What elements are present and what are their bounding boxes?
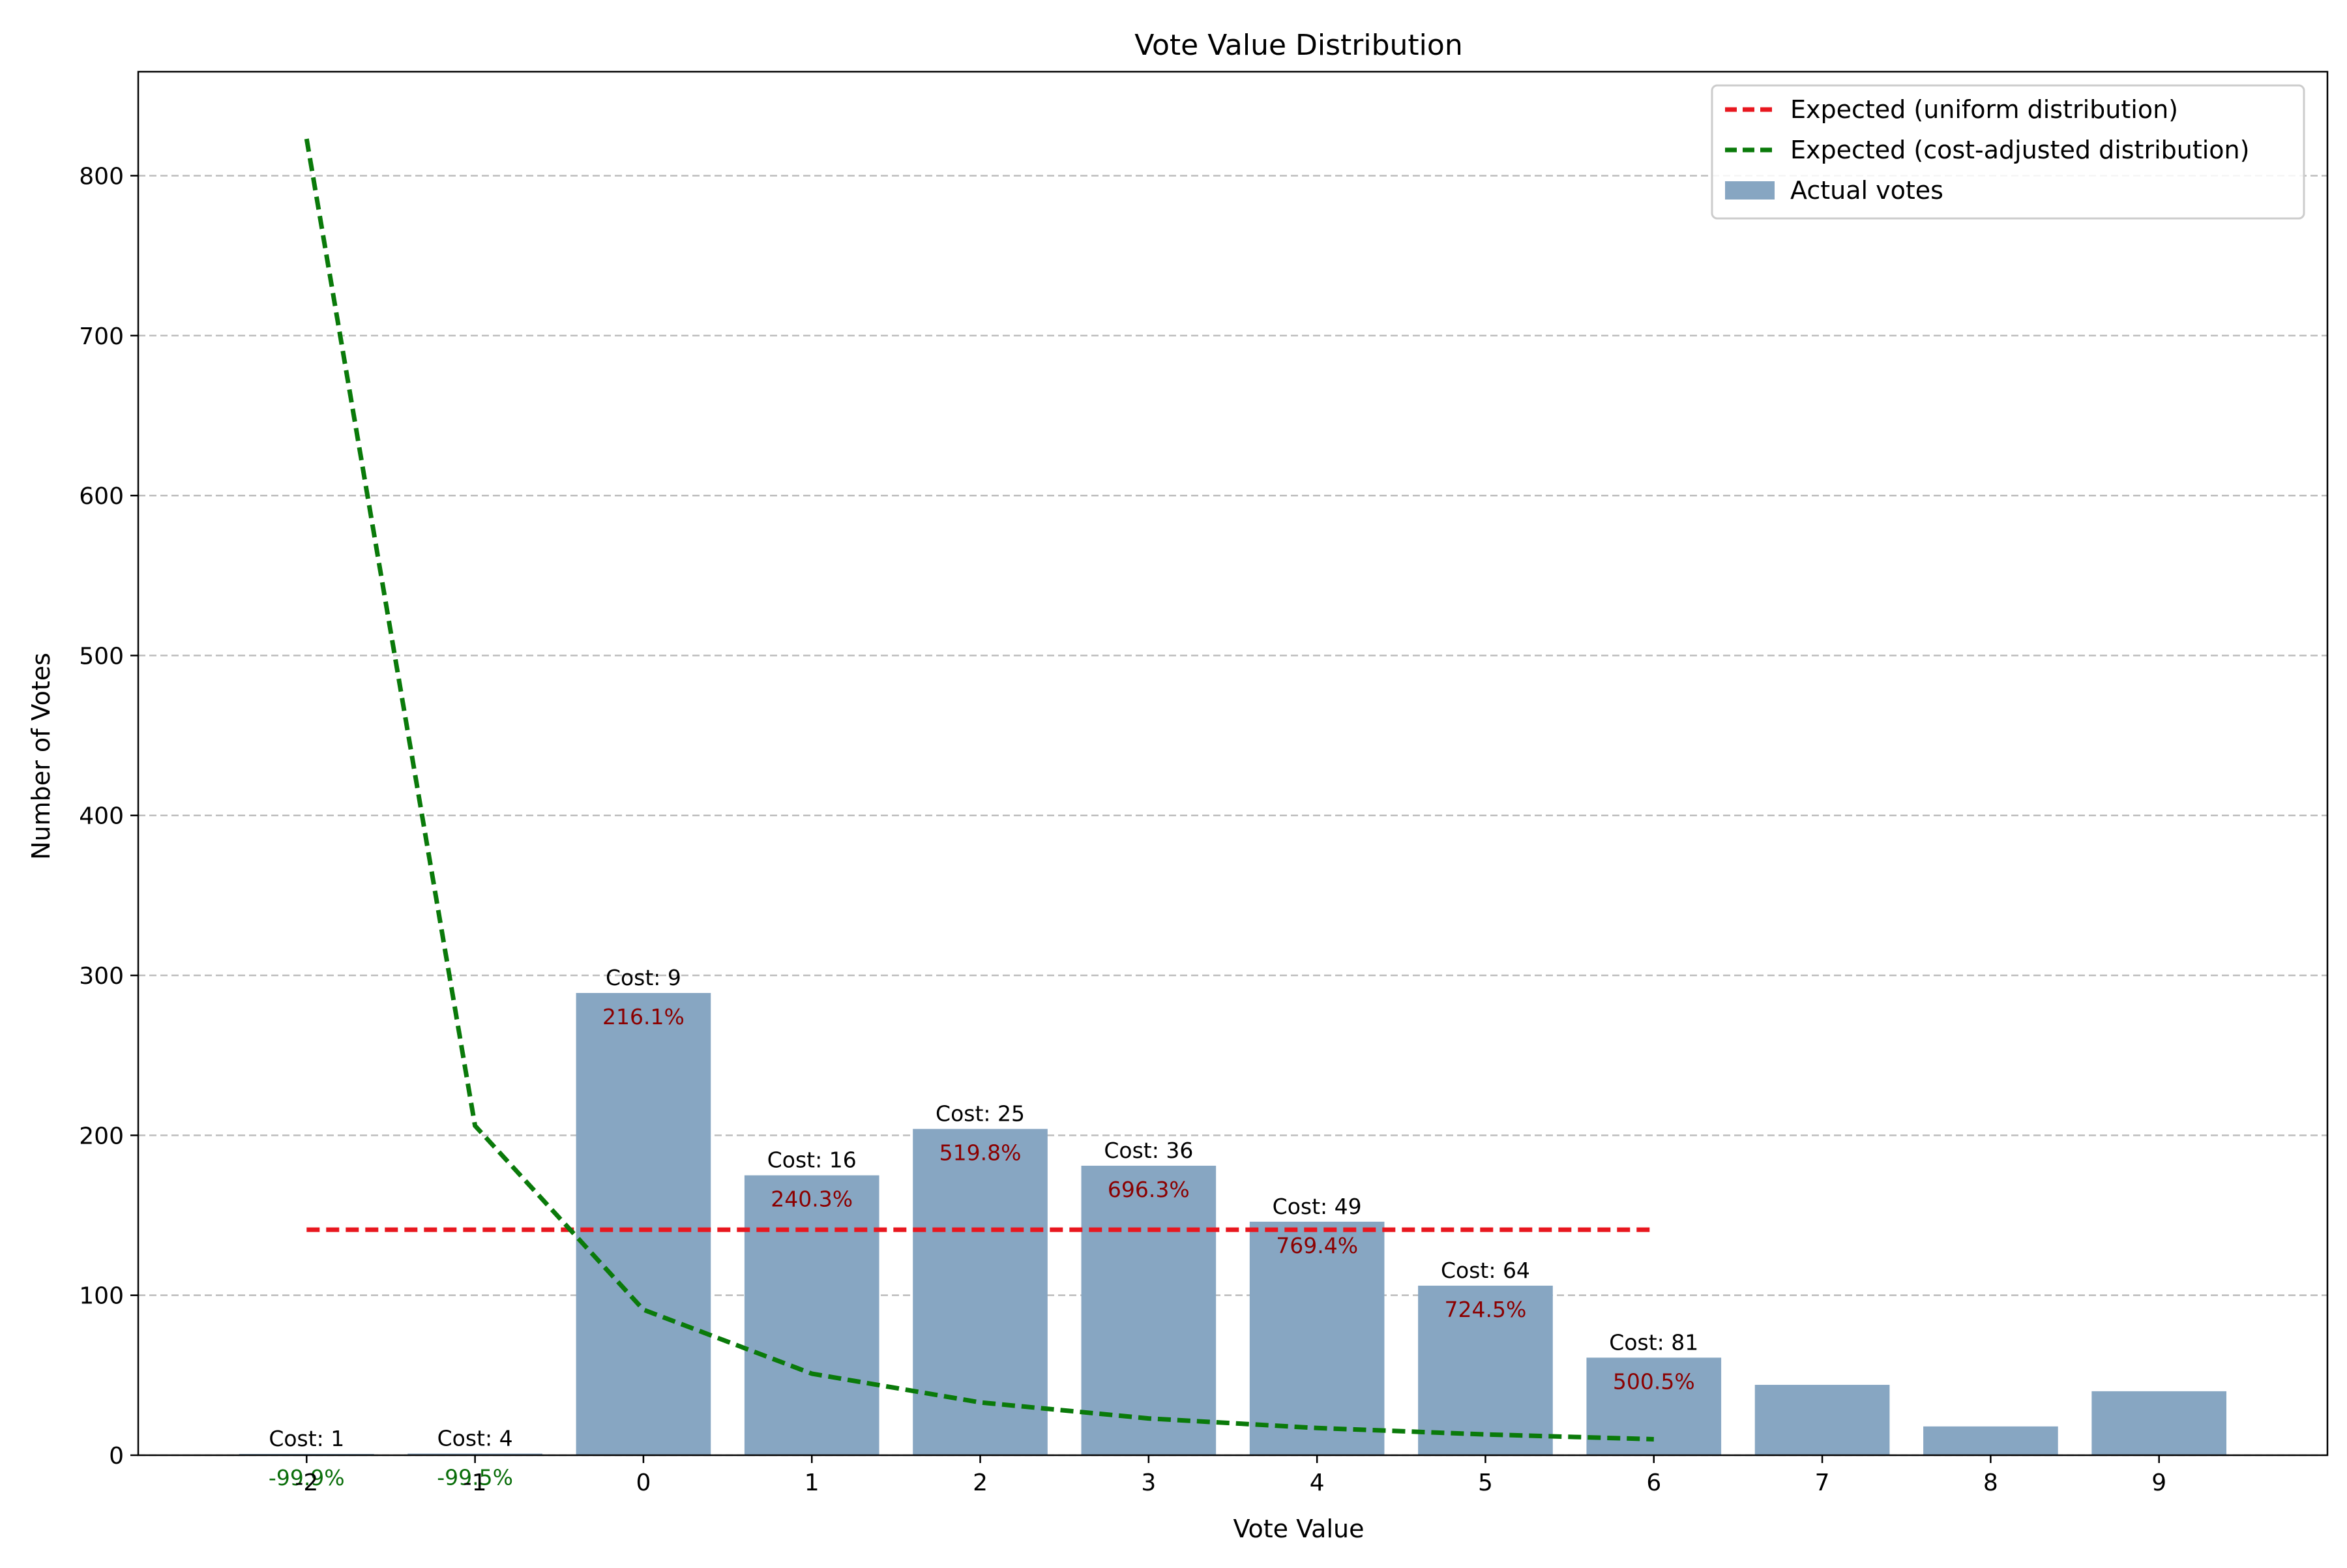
x-tick-label: -1 (464, 1470, 487, 1496)
x-tick-label: 0 (636, 1470, 651, 1496)
x-tick-label: 9 (2151, 1470, 2166, 1496)
expected-cost-adjusted-line (304, 138, 1654, 1442)
x-tick-label: 7 (1815, 1470, 1830, 1496)
percent-diff-label: 519.8% (939, 1140, 1022, 1166)
y-tick-label: 600 (79, 483, 124, 510)
bar-actual-votes (1418, 1285, 1553, 1455)
legend: Expected (uniform distribution) Expected… (1711, 84, 2305, 220)
percent-diff-label: 240.3% (771, 1187, 853, 1212)
cost-label: Cost: 25 (936, 1101, 1025, 1127)
annotation-layer: Cost: 1 -99.9% Cost: 4 -99.5% Cost: 9 216.1% C… (269, 965, 1698, 1490)
y-tick-label: 700 (79, 323, 124, 350)
percent-diff-label: -99.5% (437, 1465, 513, 1490)
x-tick-label: 1 (804, 1470, 819, 1496)
x-tick-label: 2 (973, 1470, 988, 1496)
bar-actual-votes (1249, 1221, 1385, 1455)
legend-label-uniform: Expected (uniform distribution) (1790, 95, 2178, 124)
line-layer (304, 138, 1654, 1442)
bar-actual-votes (1923, 1426, 2058, 1455)
percent-diff-label: 216.1% (602, 1004, 685, 1029)
y-tick-label: 100 (79, 1283, 124, 1310)
legend-label-actual: Actual votes (1790, 176, 1943, 205)
bar-actual-votes (2091, 1391, 2227, 1455)
cost-label: Cost: 9 (606, 965, 681, 990)
y-tick-label: 800 (79, 163, 124, 190)
cost-label: Cost: 49 (1273, 1194, 1362, 1219)
percent-diff-label: 696.3% (1108, 1177, 1190, 1202)
bar-actual-votes (1081, 1165, 1217, 1455)
y-tick-label: 300 (79, 963, 124, 990)
x-tick-label: 3 (1141, 1470, 1156, 1496)
x-tick-label: 6 (1646, 1470, 1661, 1496)
x-tick-label: 4 (1310, 1470, 1325, 1496)
cost-label: Cost: 81 (1609, 1329, 1698, 1355)
legend-swatch-actual (1725, 181, 1775, 200)
bar-layer (239, 993, 2227, 1455)
bar-actual-votes (744, 1175, 879, 1455)
y-axis-label: Number of Votes (27, 653, 55, 860)
cost-label: Cost: 36 (1104, 1138, 1193, 1163)
cost-label: Cost: 4 (437, 1426, 513, 1451)
x-tick-label: 5 (1478, 1470, 1493, 1496)
axis-layer: 0 100 200 300 400 500 600 700 800 -2 -1 0 1 2 3 4 5 6 7 8 9 (79, 70, 2329, 1496)
x-tick-label: 8 (1983, 1470, 1998, 1496)
bar-actual-votes (913, 1129, 1048, 1455)
percent-diff-label: 769.4% (1276, 1233, 1358, 1258)
cost-label: Cost: 16 (767, 1147, 857, 1173)
legend-label-cost-adjusted: Expected (cost-adjusted distribution) (1790, 136, 2249, 164)
legend-frame (1711, 84, 2305, 220)
x-axis-label: Vote Value (1233, 1515, 1364, 1543)
y-tick-label: 400 (79, 803, 124, 830)
percent-diff-label: -99.9% (269, 1465, 345, 1490)
plot-frame (137, 70, 2329, 1457)
bar-actual-votes (576, 993, 711, 1455)
percent-diff-label: 724.5% (1445, 1297, 1527, 1322)
y-tick-label: 200 (79, 1123, 124, 1149)
y-tick-label: 0 (109, 1443, 124, 1470)
chart-title: Vote Value Distribution (1134, 29, 1462, 62)
y-tick-label: 500 (79, 643, 124, 670)
cost-label: Cost: 1 (269, 1426, 344, 1451)
cost-label: Cost: 64 (1441, 1258, 1530, 1283)
x-tick-label: -2 (295, 1470, 318, 1496)
percent-diff-label: 500.5% (1613, 1368, 1695, 1394)
bar-actual-votes (1754, 1385, 1890, 1455)
